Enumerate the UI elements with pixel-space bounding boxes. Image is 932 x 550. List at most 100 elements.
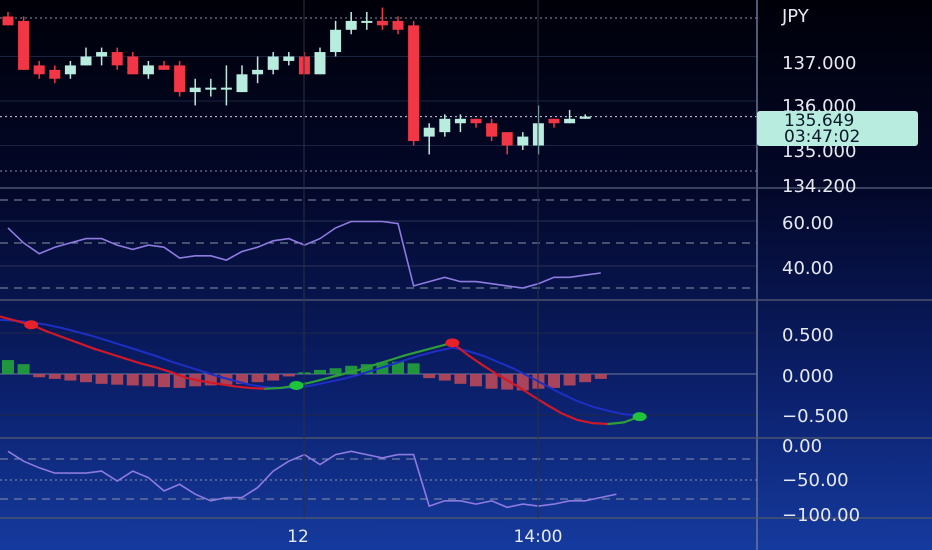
macd-histogram-bar [563,374,576,386]
time-label: 12 [287,527,309,547]
candle-body [205,87,217,90]
macd-line-segment [420,345,438,353]
macd-line-segment [248,386,267,390]
macd-tick-label: 0.500 [782,325,834,346]
candle-body [174,65,186,93]
currency-label: JPY [781,6,810,27]
macd-histogram-bar [470,374,482,387]
candle-body [33,65,45,75]
last-price-value: 135.649 [784,111,854,131]
macd-histogram-bar [438,374,451,381]
candle-body [64,65,76,75]
macd-line-segment [232,385,251,390]
macd-line-segment [357,363,376,371]
macd-histogram-bar [329,368,342,374]
candle-body [423,127,435,137]
macd-line-segment [0,315,17,322]
macd-histogram-bar [48,374,61,379]
macd-histogram-bar [80,374,92,383]
macd-histogram-bar [111,374,124,385]
macd-cross-marker [632,412,647,422]
macd-line-segment [61,336,80,344]
macd-line-segment [326,372,345,380]
candle-body [220,87,232,90]
candle-body [564,118,576,124]
candle-body [392,20,404,30]
candle-body [486,123,498,137]
macd-histogram-bar [236,374,248,384]
price-tick-label: 137.000 [782,53,856,74]
macd-histogram-bar [126,374,139,386]
candle-body [283,56,295,61]
macd-line-segment [217,382,236,388]
macd-line-segment [513,383,532,396]
macd-line-segment [154,366,173,374]
macd-line-segment [342,368,360,376]
candle-body [408,25,420,142]
candle-body [158,65,170,70]
macd-line-segment [45,330,64,339]
macd-line-segment [92,347,111,355]
candle-body [579,116,591,119]
wr-tick-label: −50.00 [782,470,849,491]
macd-histogram-bar [158,374,170,388]
macd-line-segment [186,377,204,383]
macd-histogram-bar [594,374,607,379]
candle-body [189,87,201,93]
macd-histogram-bar [360,364,373,374]
candle-body [501,132,513,146]
williams-r-pane[interactable] [0,450,757,509]
macd-line-segment [170,371,189,380]
candle-body [361,20,373,23]
candle-body [267,56,279,70]
macd-histogram-bar [314,369,326,374]
macd-line-segment [373,358,392,367]
macd-line-segment [404,349,423,357]
candle-body [96,52,108,57]
macd-line-segment [591,422,610,426]
macd-histogram-bar [17,364,30,374]
macd-histogram-bar [95,374,108,384]
candle-body [18,20,30,70]
candle-body [439,118,451,133]
macd-histogram-bar [423,374,436,379]
countdown-timer: 03:47:02 [784,127,860,147]
macd-histogram-bar [485,374,498,389]
candle-body [142,65,154,75]
osc-tick-label: 40.00 [782,258,834,279]
oscillator-pane[interactable] [0,199,757,289]
price-pane[interactable] [0,7,757,172]
candle-body [252,69,264,75]
time-label: 14:00 [514,527,563,547]
macd-histogram-bar [516,374,529,391]
candle-body [80,56,92,66]
macd-histogram-bar [64,374,77,381]
candle-body [330,29,342,53]
macd-cross-marker [289,380,304,390]
last-price-box: 135.649 03:47:02 [757,111,918,147]
price-tick-label: 134.200 [782,176,856,197]
macd-line-segment [139,362,158,369]
macd-line-segment [560,412,579,422]
macd-histogram-bar [282,374,295,377]
macd-line-segment [482,364,501,377]
candle-body [2,16,14,26]
macd-histogram-bar [251,374,264,383]
macd-histogram-bar [548,374,560,388]
macd-cross-marker [24,320,39,330]
macd-cross-marker [445,338,460,348]
macd-tick-label: −0.500 [782,406,849,427]
candle-body [517,136,529,146]
candle-body [470,118,482,124]
candle-body [127,56,139,75]
macd-histogram-bar [267,374,280,381]
macd-histogram-bar [142,374,155,387]
macd-line-segment [576,418,594,425]
macd-histogram-bar [454,374,467,384]
macd-pane[interactable] [0,315,757,426]
candle-body [548,118,560,124]
macd-histogram-bar [407,363,420,374]
macd-tick-label: 0.000 [782,366,834,387]
macd-line-segment [466,354,485,367]
